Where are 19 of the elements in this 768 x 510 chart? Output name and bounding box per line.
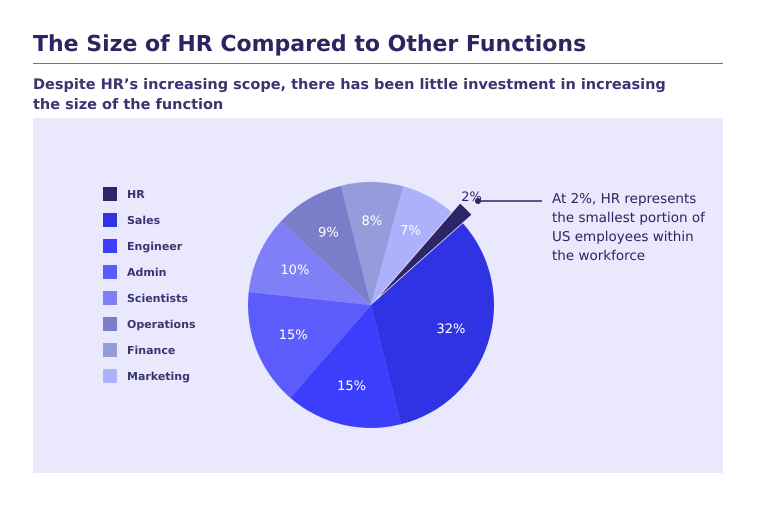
legend-label: Operations bbox=[127, 318, 196, 330]
data-label: 10% bbox=[280, 262, 310, 278]
chart-title: The Size of HR Compared to Other Functions bbox=[33, 32, 723, 64]
data-label: 32% bbox=[436, 322, 466, 338]
data-label: 15% bbox=[337, 378, 366, 394]
legend-label: Admin bbox=[127, 266, 166, 278]
data-label: 8% bbox=[362, 214, 382, 229]
text: At 2%, HR represents the smallest portion of US employees within the workforce bbox=[552, 190, 706, 266]
legend-label: Marketing bbox=[127, 370, 190, 382]
legend-label: Finance bbox=[127, 344, 176, 356]
data-label: 15% bbox=[278, 328, 308, 344]
pie-slice bbox=[248, 292, 371, 398]
data-label: 7% bbox=[400, 224, 421, 239]
chart-subtitle: Despite HR’s increasing scope, there has been little investment in increasing the size of the function bbox=[33, 76, 667, 115]
legend-label: Scientists bbox=[127, 292, 188, 304]
legend-label: Engineer bbox=[127, 240, 182, 252]
legend-label: HR bbox=[127, 188, 145, 200]
data-label: 9% bbox=[318, 226, 339, 241]
legend-label: Sales bbox=[127, 214, 160, 226]
